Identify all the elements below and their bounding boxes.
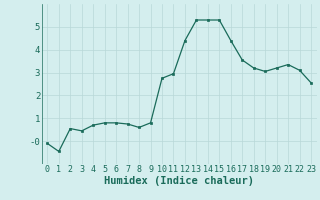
X-axis label: Humidex (Indice chaleur): Humidex (Indice chaleur) [104, 176, 254, 186]
